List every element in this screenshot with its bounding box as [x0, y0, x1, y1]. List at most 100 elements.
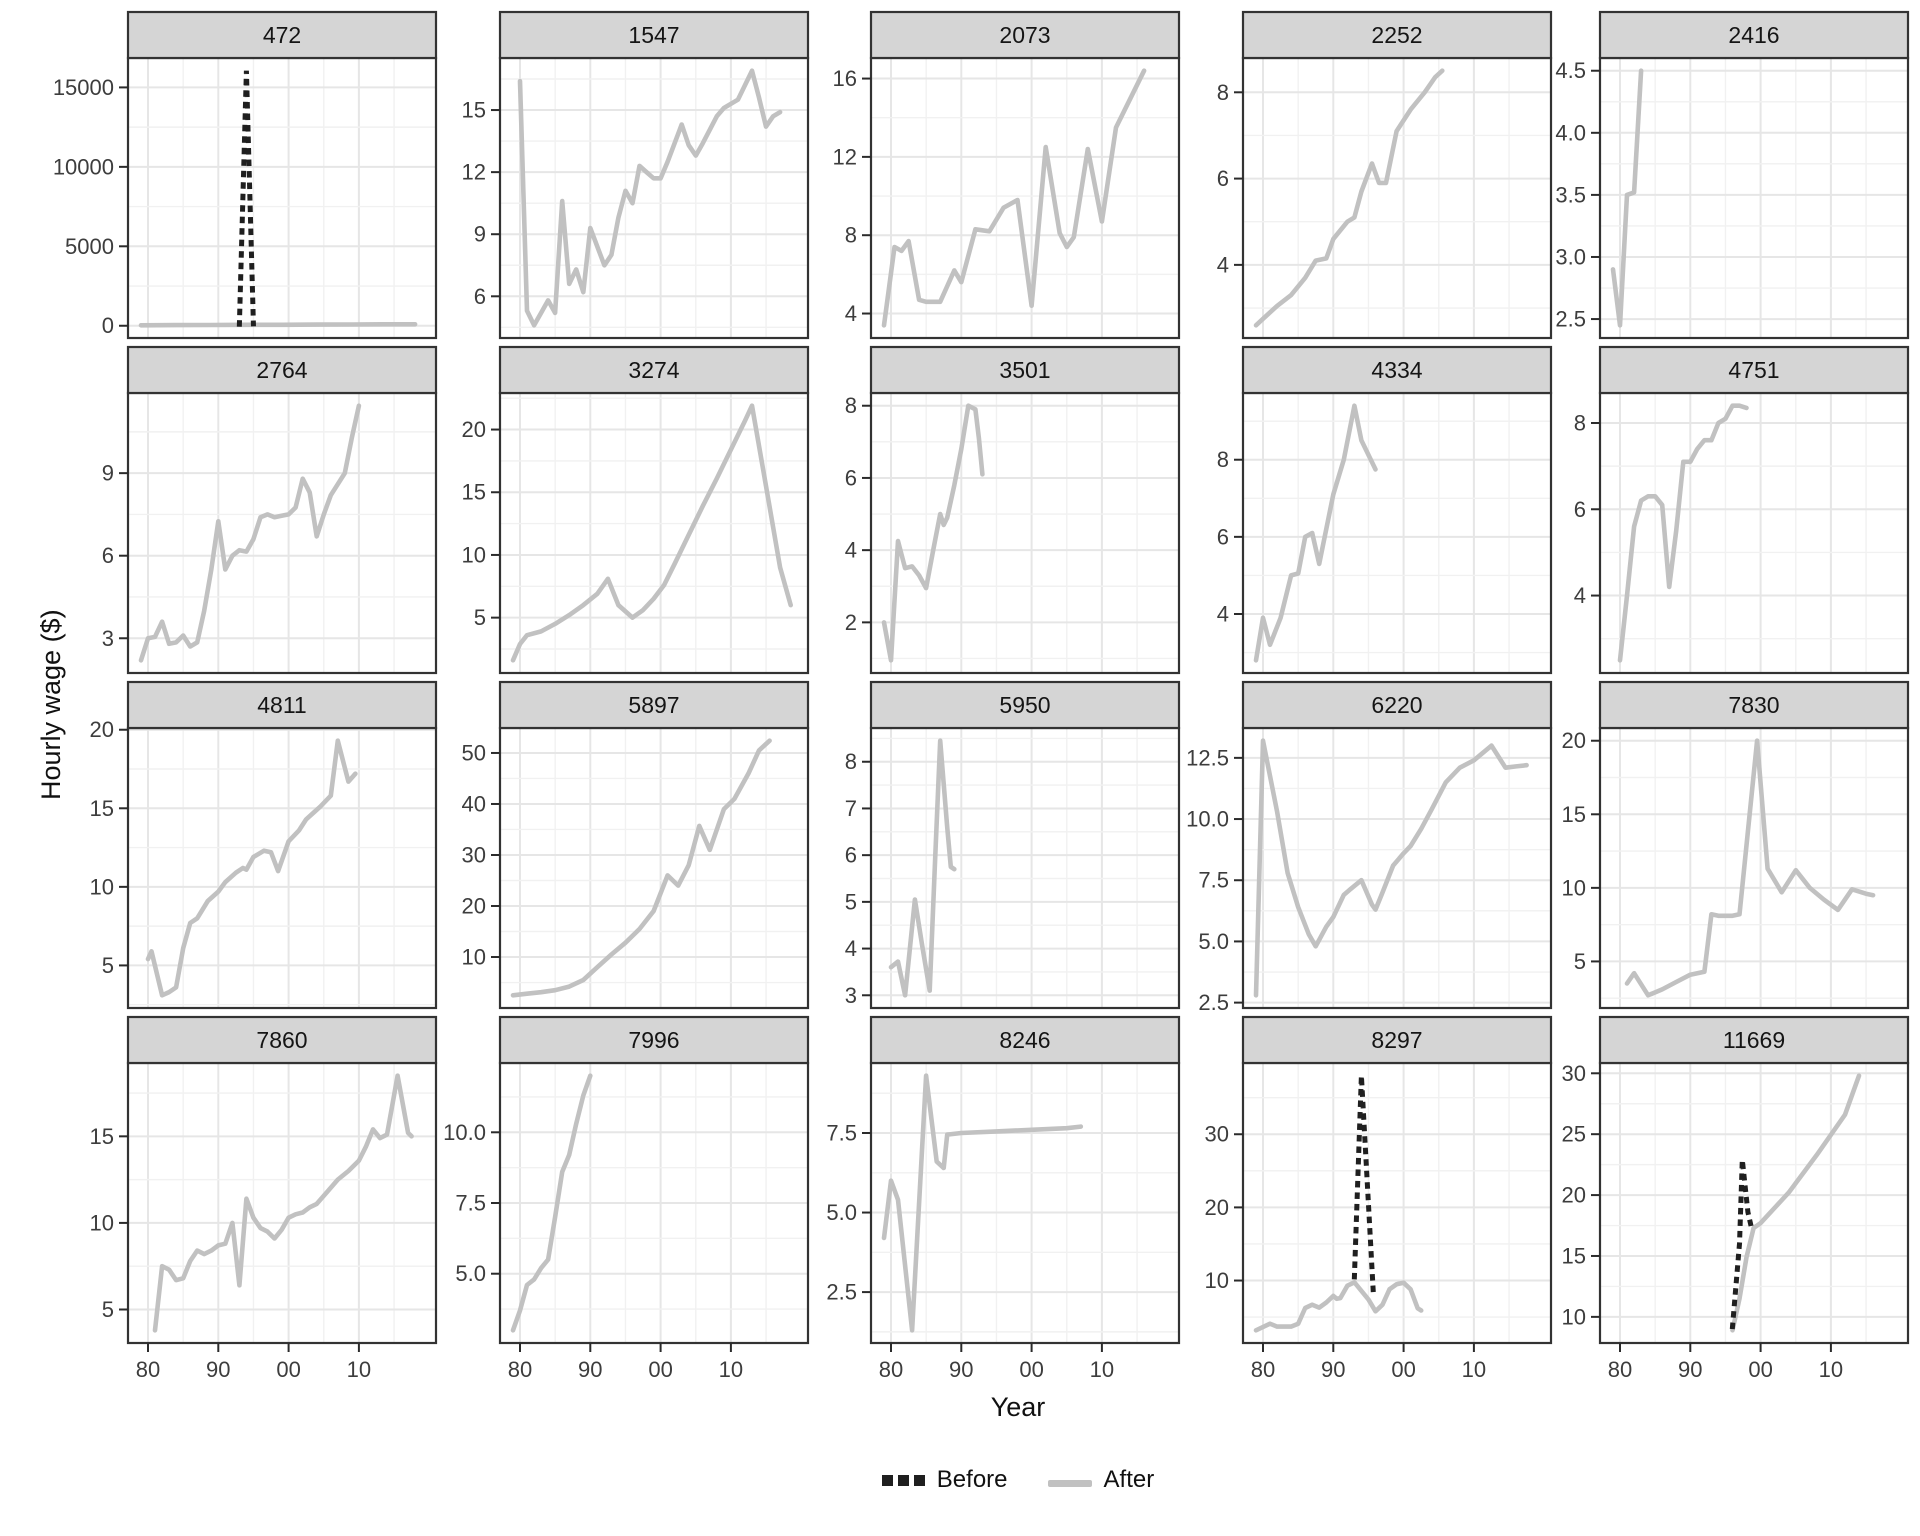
facet-strip-label: 5897: [628, 692, 679, 718]
facet-strip: [869, 10, 1181, 60]
y-tick-label: 4: [1217, 601, 1229, 626]
x-tick-label: 90: [206, 1357, 230, 1382]
x-tick-label: 90: [1321, 1357, 1345, 1382]
y-tick-label: 3: [102, 626, 114, 651]
facet-strip-label: 4751: [1728, 357, 1779, 383]
after-line: [881, 1073, 1084, 1333]
legend: Before After: [128, 1466, 1908, 1494]
y-tick-label: 15: [90, 1124, 114, 1149]
y-tick-label: 3.5: [1555, 182, 1586, 207]
y-tick-label: 5: [1574, 949, 1586, 974]
y-tick-label: 2: [845, 610, 857, 635]
after-line: [152, 1073, 414, 1333]
y-tick-label: 15: [90, 796, 114, 821]
facet-2416: 2.5 3.0 3.5 4.0 4.5 2416: [1555, 10, 1910, 340]
facet-strip: [1598, 10, 1910, 60]
facet-11669: 10 15 20 25 30 80 90 00 10 11669: [1562, 1015, 1910, 1382]
x-tick-label: 10: [1462, 1357, 1486, 1382]
facet-1547: 6 9 12 15 1547: [462, 10, 810, 340]
y-tick-label: 40: [462, 791, 486, 816]
y-tick-label: 16: [833, 66, 857, 91]
x-tick-label: 80: [1251, 1357, 1275, 1382]
x-axis-title: Year: [990, 1392, 1046, 1422]
y-tick-label: 5: [102, 1297, 114, 1322]
x-tick-label: 10: [1819, 1357, 1843, 1382]
before-line: [236, 70, 256, 327]
facet-strip: [869, 1015, 1181, 1065]
y-tick-label: 50: [462, 740, 486, 765]
y-tick-label: 20: [1205, 1195, 1229, 1220]
y-tick-label: 10: [90, 1210, 114, 1235]
y-tick-label: 2.5: [1198, 990, 1229, 1015]
y-tick-label: 8: [1217, 80, 1229, 105]
y-tick-label: 5: [474, 605, 486, 630]
x-tick-label: 00: [1019, 1357, 1043, 1382]
facet-strip-label: 5950: [999, 692, 1050, 718]
y-tick-label: 2.5: [826, 1280, 857, 1305]
facet-strip: [126, 1015, 438, 1065]
panel-bg: [500, 58, 808, 338]
facet-8297: 10 20 30 80 90 00 10 8297: [1205, 1015, 1553, 1382]
facet-strip-label: 7860: [256, 1027, 307, 1053]
y-tick-label: 10: [1562, 875, 1586, 900]
y-tick-label: 5.0: [826, 1200, 857, 1225]
facet-strip: [1598, 1015, 1910, 1065]
facet-strip-label: 3501: [999, 357, 1050, 383]
y-tick-label: 2.5: [1555, 307, 1586, 332]
y-tick-label: 10: [90, 874, 114, 899]
y-tick-label: 6: [1217, 166, 1229, 191]
panel-bg: [871, 393, 1179, 673]
panel-bg: [500, 728, 808, 1008]
y-tick-label: 8: [845, 393, 857, 418]
y-tick-label: 12: [462, 160, 486, 185]
y-tick-label: 9: [474, 222, 486, 247]
y-tick-label: 20: [1562, 728, 1586, 753]
facet-strip-label: 7830: [1728, 692, 1779, 718]
facet-strip: [498, 345, 810, 395]
facet-6220: 2.5 5.0 7.5 10.0 12.5 6220: [1186, 680, 1553, 1015]
facet-strip-label: 4334: [1371, 357, 1422, 383]
facet-strip-label: 2764: [256, 357, 307, 383]
facet-strip-label: 2416: [1728, 22, 1779, 48]
after-line: [1617, 403, 1749, 663]
facet-strip: [1241, 10, 1553, 60]
x-tick-label: 80: [1608, 1357, 1632, 1382]
x-tick-label: 00: [1748, 1357, 1772, 1382]
y-tick-label: 5: [845, 889, 857, 914]
facet-strip-label: 472: [263, 22, 301, 48]
after-line: [881, 68, 1147, 328]
after-line: [1730, 1073, 1862, 1333]
panel-bg: [871, 728, 1179, 1008]
before-dotted-line-key-icon: [881, 1474, 925, 1486]
y-tick-label: 20: [462, 894, 486, 919]
x-tick-label: 90: [949, 1357, 973, 1382]
facet-5897: 10 20 30 40 50 5897: [462, 680, 810, 1010]
facet-7860: 5 10 15 80 90 00 10 7860: [90, 1015, 438, 1382]
y-tick-label: 15: [462, 480, 486, 505]
facet-2252: 4 6 8 2252: [1217, 10, 1553, 340]
facet-strip-label: 3274: [628, 357, 679, 383]
y-tick-label: 6: [102, 543, 114, 568]
y-tick-label: 4.5: [1555, 58, 1586, 83]
panel-bg: [1243, 393, 1551, 673]
facet-strip: [498, 680, 810, 730]
facet-grid: 0500010000150004726912151547481216207346…: [53, 10, 1910, 1382]
y-tick-label: 30: [1205, 1122, 1229, 1147]
y-tick-label: 8: [845, 749, 857, 774]
facet-5950: 3 4 5 6 7 8 5950: [845, 680, 1181, 1010]
panel-bg: [128, 58, 436, 338]
y-tick-label: 7.5: [826, 1121, 857, 1146]
x-tick-label: 10: [719, 1357, 743, 1382]
x-tick-label: 90: [578, 1357, 602, 1382]
y-tick-label: 6: [845, 465, 857, 490]
facet-strip-label: 2252: [1371, 22, 1422, 48]
facet-7996: 5.0 7.5 10.0 80 90 00 10 7996: [443, 1015, 810, 1382]
after-line: [138, 321, 418, 328]
facet-strip-label: 1547: [628, 22, 679, 48]
facet-strip-label: 8246: [999, 1027, 1050, 1053]
x-tick-label: 80: [879, 1357, 903, 1382]
facet-2073: 4 8 12 16 2073: [833, 10, 1181, 340]
before-line: [1729, 1159, 1755, 1330]
x-tick-label: 90: [1678, 1357, 1702, 1382]
